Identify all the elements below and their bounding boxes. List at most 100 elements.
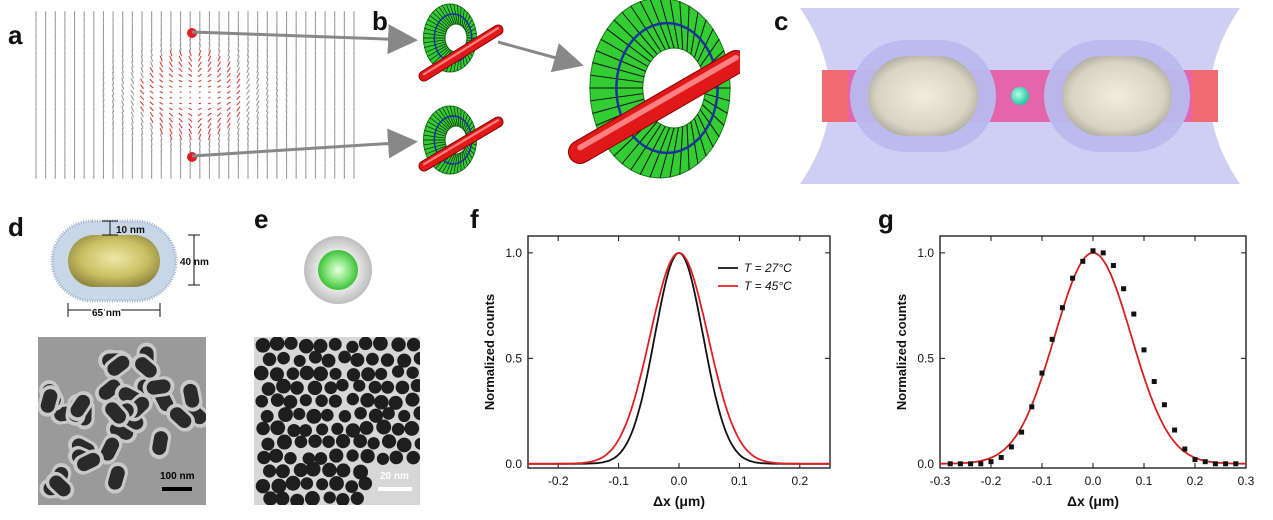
- vector-line: [149, 106, 154, 112]
- vector-line: [208, 38, 211, 46]
- vector-line: [285, 105, 288, 113]
- vector-line: [130, 116, 134, 124]
- vector-line: [236, 72, 241, 79]
- nanorod-particle: [103, 352, 134, 380]
- vector-line: [159, 49, 163, 57]
- vector-line: [247, 44, 249, 51]
- vector-line: [139, 89, 145, 95]
- nanoparticle-dot: [338, 350, 351, 364]
- nanoparticle-dot: [286, 367, 300, 380]
- vector-line: [121, 111, 125, 118]
- vector-line: [208, 44, 211, 51]
- vector-line: [188, 73, 193, 78]
- nanorod-particle: [104, 462, 129, 494]
- nanorod-particle: [131, 353, 161, 382]
- x-tick-label: -0.1: [1032, 474, 1053, 488]
- vector-line: [188, 79, 192, 83]
- panel-label-d: d: [8, 212, 24, 242]
- vector-line: [246, 61, 250, 68]
- series-line-1: [528, 251, 830, 465]
- vector-line: [112, 66, 115, 74]
- data-point: [1131, 311, 1137, 317]
- vector-line: [275, 88, 279, 96]
- vector-line: [216, 73, 222, 78]
- vector-line: [246, 106, 250, 112]
- vector-line: [149, 111, 154, 118]
- nanoparticle-dot: [275, 464, 290, 479]
- vector-line: [150, 38, 153, 46]
- vector-line: [169, 44, 173, 51]
- length-label: 65 nm: [92, 308, 121, 319]
- vector-line: [149, 122, 154, 129]
- vector-line: [139, 84, 145, 90]
- nanoparticle-dot: [313, 366, 328, 382]
- vector-line: [226, 112, 231, 118]
- vector-line: [256, 133, 259, 141]
- vector-line: [160, 44, 163, 51]
- vector-line: [140, 55, 144, 62]
- vector-line: [217, 128, 221, 135]
- nanoparticle-dot: [354, 406, 367, 420]
- vector-line: [112, 116, 115, 124]
- vector-line: [121, 66, 124, 74]
- vector-line: [112, 72, 115, 79]
- vector-line: [130, 72, 134, 79]
- vector-line: [256, 72, 260, 79]
- nanoparticle-dot: [269, 337, 285, 351]
- vector-line: [197, 61, 202, 67]
- vector-line: [139, 78, 145, 84]
- data-point: [998, 454, 1004, 460]
- data-point: [1233, 461, 1239, 467]
- arrow-to-large-torus: [497, 40, 584, 73]
- vector-line: [216, 117, 222, 123]
- vector-line: [218, 144, 220, 152]
- legend-label-1: T = 45°C: [744, 279, 792, 293]
- data-point: [1212, 461, 1218, 467]
- vector-line: [217, 133, 221, 141]
- small-torus-lower: [418, 105, 504, 175]
- vector-line: [246, 78, 250, 84]
- vector-line: [226, 101, 231, 106]
- nanoparticle-dot: [381, 380, 395, 394]
- vector-line: [237, 139, 240, 146]
- nanoparticle-dot: [358, 476, 373, 491]
- vector-line: [140, 128, 144, 135]
- y-axis-label: Normalized counts: [894, 294, 909, 410]
- rod-highlight: [422, 119, 500, 166]
- vector-line: [217, 44, 221, 51]
- nanoparticle-dot: [294, 435, 308, 449]
- vector-line: [285, 83, 288, 90]
- vector-line: [131, 61, 134, 68]
- nanoparticle-dot: [414, 437, 420, 450]
- nanoparticle-dot: [299, 424, 312, 437]
- vector-line: [102, 94, 105, 102]
- vector-line: [178, 55, 183, 62]
- nanoparticle-dot: [368, 380, 382, 394]
- vector-line: [226, 72, 231, 78]
- vector-line: [130, 111, 134, 118]
- band-left-end: [822, 70, 848, 122]
- nanoparticle-dot: [322, 462, 337, 478]
- nanoparticle-dot: [276, 434, 292, 450]
- vector-line: [285, 100, 288, 107]
- nanoparticle-dot: [278, 407, 293, 422]
- vector-line: [178, 61, 183, 67]
- vector-line: [150, 133, 153, 141]
- nanoparticle-dot: [346, 368, 361, 382]
- vector-line: [188, 123, 193, 129]
- nanoparticle-dot: [270, 393, 285, 407]
- panel-b-torus-diagram: [191, 0, 740, 179]
- data-point: [968, 461, 974, 467]
- vector-line: [121, 60, 124, 68]
- vector-line: [130, 95, 135, 101]
- nanoparticle-dot: [361, 367, 376, 382]
- vector-line: [121, 55, 124, 63]
- vector-line: [111, 105, 115, 113]
- vector-line: [150, 128, 154, 135]
- nanoparticle-dot: [406, 337, 420, 352]
- vector-line: [130, 78, 135, 85]
- nanoparticle-dot: [316, 423, 329, 436]
- vector-line: [246, 100, 250, 107]
- vector-line: [198, 85, 202, 88]
- y-tick-label: 0.5: [917, 351, 934, 365]
